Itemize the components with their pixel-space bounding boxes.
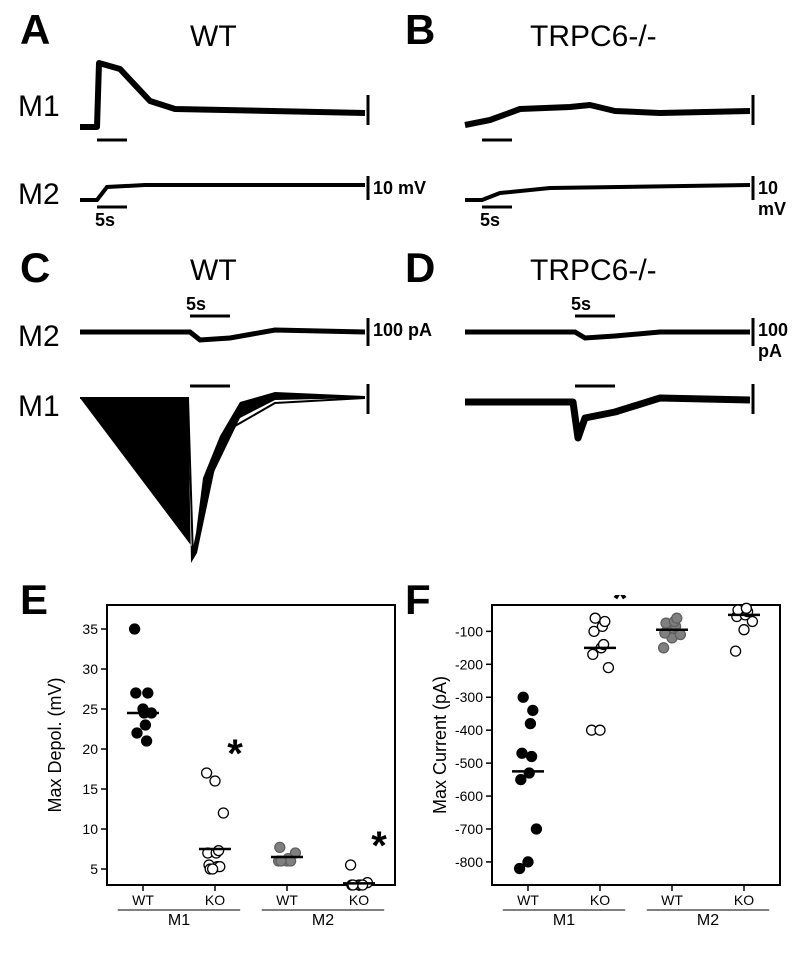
- row-m2-cd: M2: [18, 320, 60, 354]
- svg-text:M2: M2: [312, 912, 334, 929]
- trace-b-m1: [460, 55, 760, 145]
- svg-text:KO: KO: [734, 892, 754, 908]
- svg-text:WT: WT: [517, 892, 539, 908]
- row-m1-cd: M1: [18, 390, 60, 424]
- svg-text:5: 5: [90, 861, 98, 877]
- svg-text:15: 15: [82, 781, 98, 797]
- svg-text:KO: KO: [205, 892, 225, 908]
- panel-label-f: F: [405, 576, 431, 624]
- scale-d-y: 100 pA: [758, 320, 800, 362]
- scale-c-x: 5s: [186, 294, 206, 315]
- scale-a-x: 5s: [95, 210, 115, 231]
- panel-label-b: B: [405, 6, 435, 54]
- trace-a-m1: [75, 55, 375, 145]
- svg-text:30: 30: [82, 661, 98, 677]
- svg-text:WT: WT: [661, 892, 683, 908]
- svg-text:-800: -800: [455, 854, 483, 870]
- chart-e: 5 10 15 20 25 30 35 Max Depol. (mV) WT KO WT KO M1 M2…: [45, 595, 405, 945]
- svg-text:M1: M1: [553, 912, 575, 929]
- svg-text:KO: KO: [590, 892, 610, 908]
- svg-text:20: 20: [82, 741, 98, 757]
- scale-d-x: 5s: [571, 294, 591, 315]
- svg-text:35: 35: [82, 621, 98, 637]
- panel-label-e: E: [20, 576, 48, 624]
- svg-text:*: *: [612, 595, 628, 621]
- svg-text:M1: M1: [168, 912, 190, 929]
- row-m1-ab: M1: [18, 90, 60, 124]
- svg-text:10: 10: [82, 821, 98, 837]
- trace-b-m2: [460, 170, 760, 210]
- chart-f: -800 -700 -600 -500 -400 -300 -200 -100 Max Curr…: [430, 595, 790, 945]
- svg-text:-400: -400: [455, 722, 483, 738]
- trace-d-m2: [460, 310, 760, 360]
- figure-root: A B C D E F WT TRPC6-/- WT TRPC6-/- M1 M…: [0, 0, 800, 954]
- svg-text:-700: -700: [455, 821, 483, 837]
- svg-text:*: *: [371, 824, 387, 868]
- svg-text:-200: -200: [455, 656, 483, 672]
- scale-c-y: 100 pA: [373, 320, 432, 341]
- trace-a-m2: [75, 170, 375, 210]
- title-b: TRPC6-/-: [530, 20, 657, 54]
- svg-text:-100: -100: [455, 623, 483, 639]
- panel-label-d: D: [405, 244, 435, 292]
- trace-d-m1: [460, 378, 760, 458]
- svg-text:*: *: [227, 732, 243, 776]
- svg-text:*: *: [756, 595, 772, 611]
- svg-text:Max Depol. (mV): Max Depol. (mV): [45, 677, 65, 812]
- svg-text:-600: -600: [455, 788, 483, 804]
- panel-label-c: C: [20, 244, 50, 292]
- title-a: WT: [190, 20, 237, 54]
- svg-text:KO: KO: [349, 892, 369, 908]
- scale-a-y: 10 mV: [373, 178, 426, 199]
- svg-text:M2: M2: [697, 912, 719, 929]
- svg-text:-300: -300: [455, 689, 483, 705]
- title-d: TRPC6-/-: [530, 254, 657, 288]
- svg-text:Max Current (pA): Max Current (pA): [430, 676, 450, 814]
- svg-text:-500: -500: [455, 755, 483, 771]
- svg-text:WT: WT: [276, 892, 298, 908]
- trace-c-m1: [75, 378, 375, 578]
- row-m2-ab: M2: [18, 178, 60, 212]
- svg-text:WT: WT: [132, 892, 154, 908]
- scale-b-y: 10 mV: [758, 178, 800, 220]
- panel-label-a: A: [20, 6, 50, 54]
- trace-c-m2: [75, 310, 375, 360]
- svg-text:25: 25: [82, 701, 98, 717]
- title-c: WT: [190, 254, 237, 288]
- scale-b-x: 5s: [480, 210, 500, 231]
